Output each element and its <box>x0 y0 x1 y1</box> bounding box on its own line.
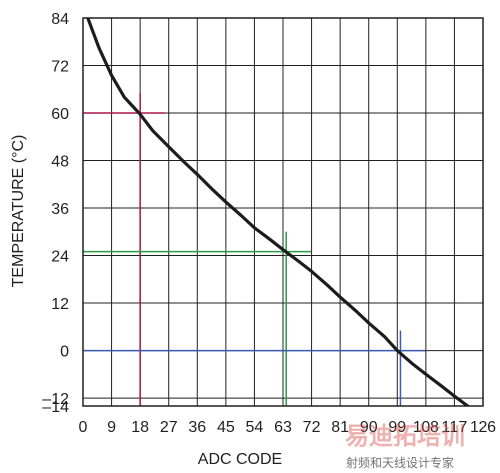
x-tick-label: 27 <box>160 419 178 436</box>
series <box>88 18 483 420</box>
y-axis-title: TEMPERATURE (°C) <box>10 135 27 288</box>
x-tick-label: 0 <box>79 419 88 436</box>
x-tick-label: 9 <box>107 419 116 436</box>
x-tick-label: 72 <box>303 419 321 436</box>
y-tick-label: 84 <box>51 11 69 28</box>
watermark: 易迪拓培训 射频和天线设计专家 <box>345 422 465 470</box>
y-tick-label: 36 <box>51 201 69 218</box>
x-tick-label: 45 <box>217 419 235 436</box>
temperature-curve <box>88 18 483 420</box>
x-tick-label: 36 <box>188 419 206 436</box>
y-tick-label: 24 <box>51 249 69 266</box>
y-tick-label: 60 <box>51 106 69 123</box>
grid <box>83 18 483 406</box>
y-tick-label: 48 <box>51 154 69 171</box>
y-tick-label: 12 <box>51 296 69 313</box>
x-tick-label: 63 <box>274 419 292 436</box>
watermark-main: 易迪拓培训 <box>345 422 465 450</box>
x-axis-title: ADC CODE <box>198 451 282 468</box>
watermark-sub: 射频和天线设计专家 <box>346 455 454 470</box>
x-tick-label: 18 <box>131 419 149 436</box>
x-tick-label: 54 <box>246 419 264 436</box>
y-tick-label: –12 <box>42 391 69 408</box>
y-tick-label: 0 <box>60 344 69 361</box>
x-tick-label: 126 <box>470 419 496 436</box>
y-tick-label: 72 <box>51 59 69 76</box>
